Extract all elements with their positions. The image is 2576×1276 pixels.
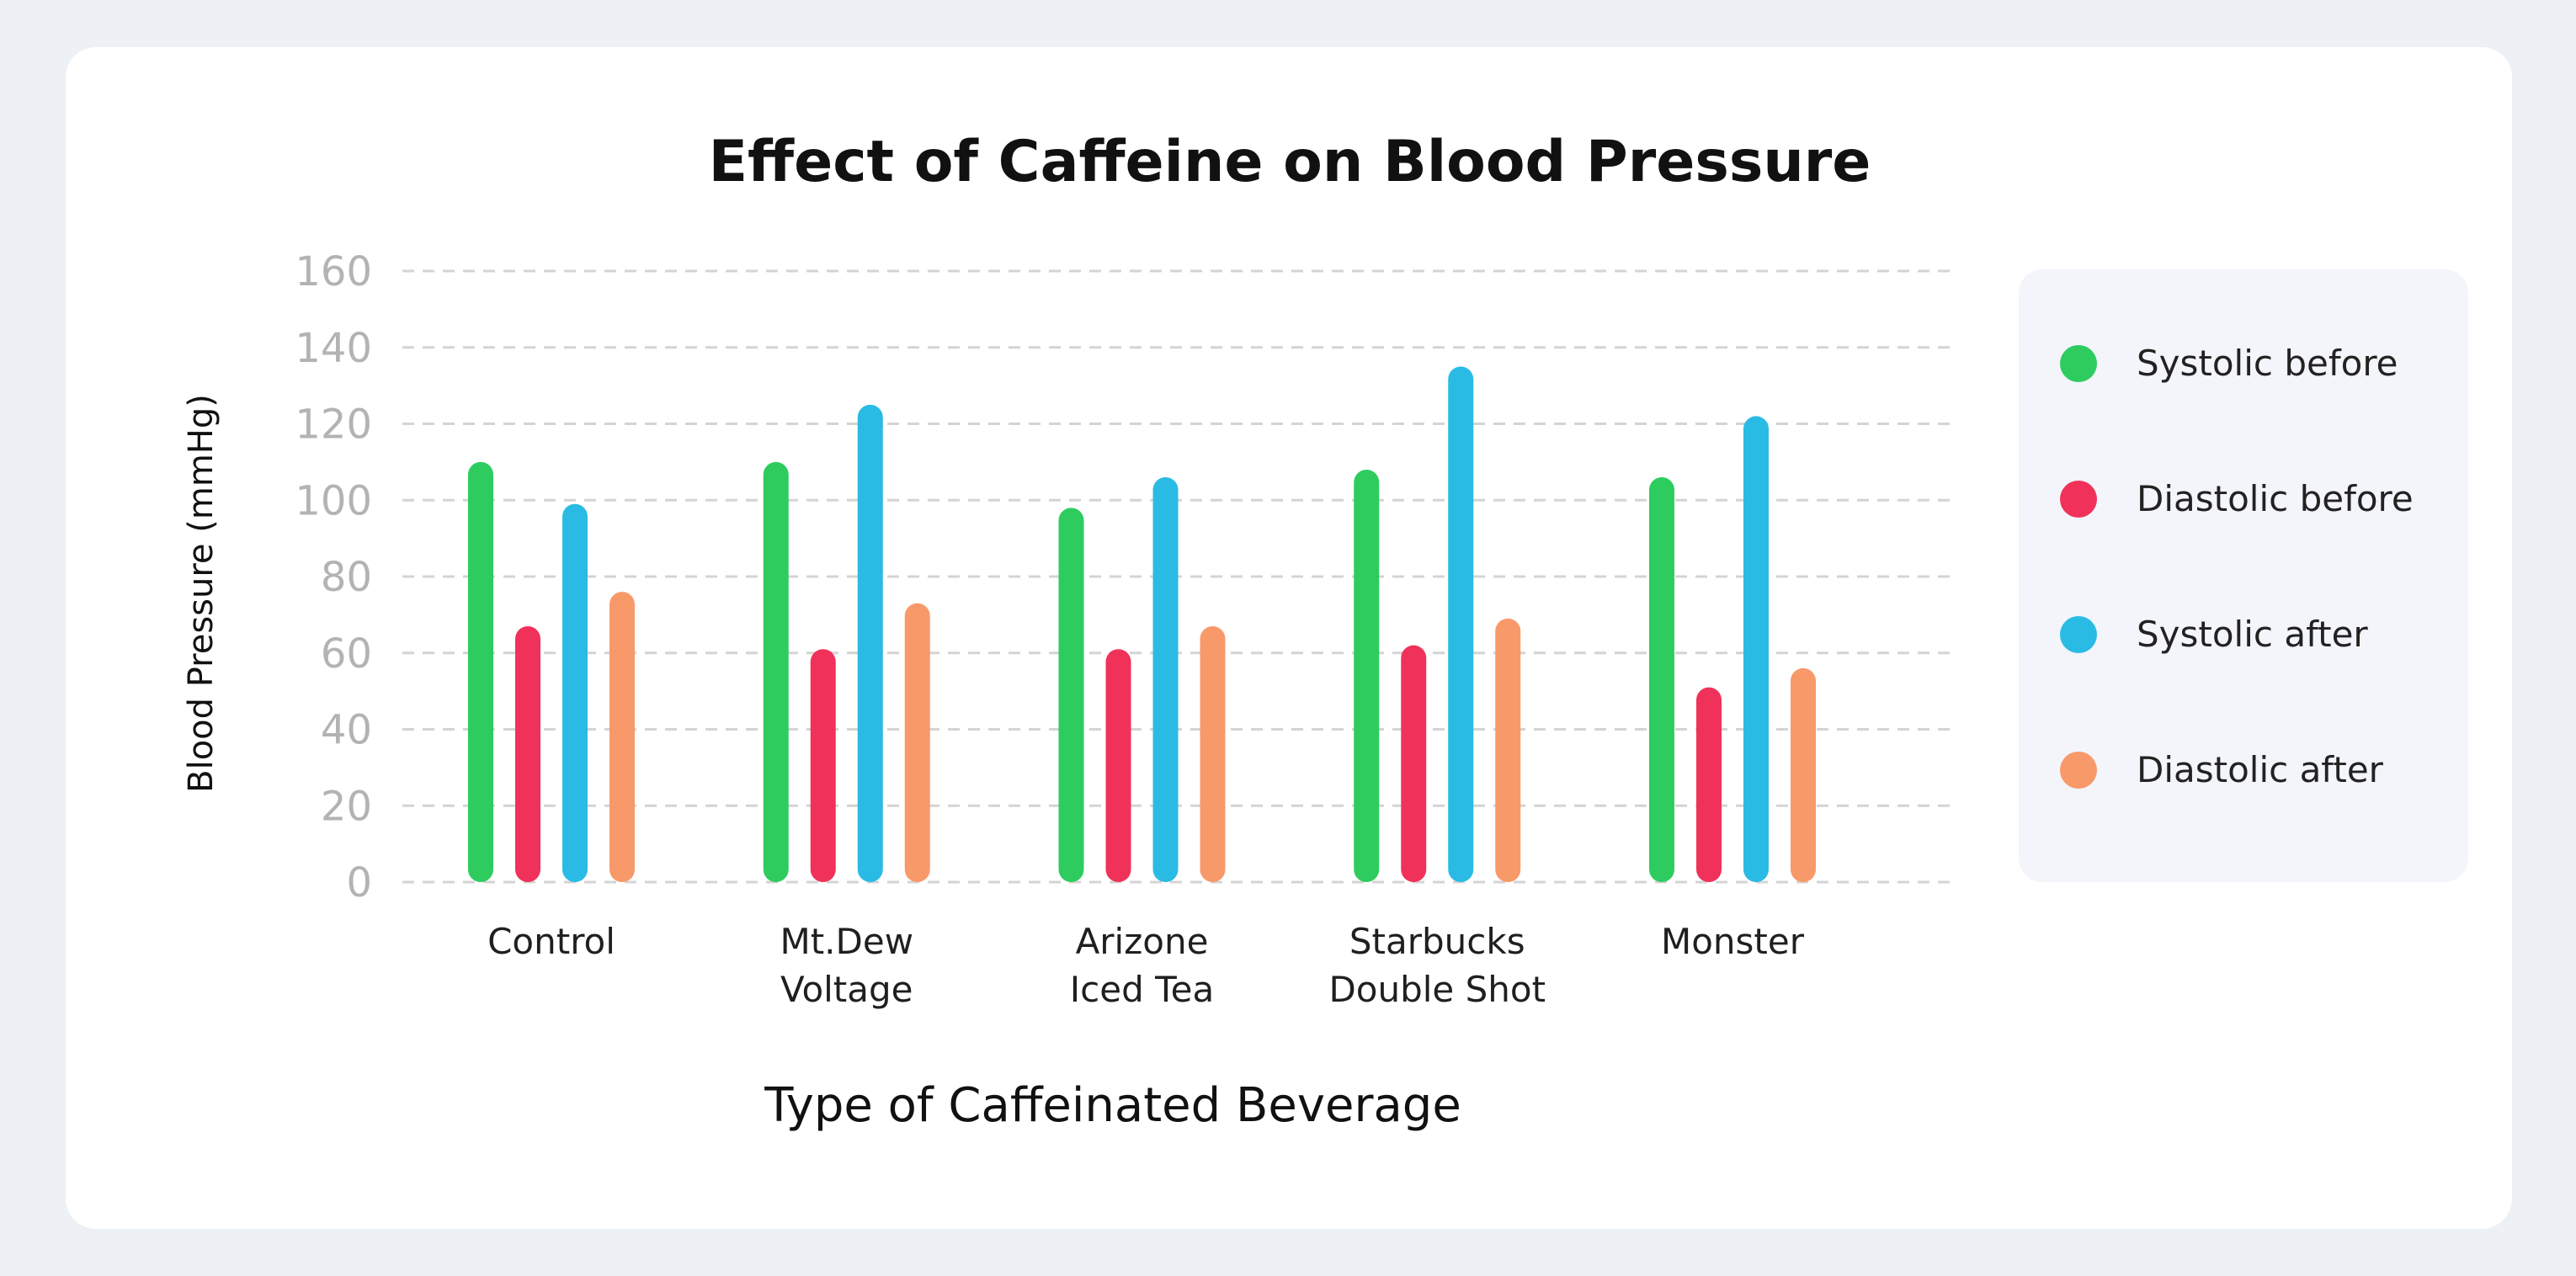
legend-swatch (2060, 481, 2097, 518)
y-tick-label: 40 (321, 707, 372, 754)
x-tick-label: Arizone (1076, 921, 1209, 962)
legend-label: Systolic after (2137, 614, 2368, 655)
y-tick-label: 60 (321, 630, 372, 678)
bar-diastolic-before (1105, 649, 1131, 882)
bar-systolic-after (1152, 477, 1179, 882)
bar-diastolic-after (609, 592, 635, 882)
x-tick-label: Iced Tea (1070, 969, 1214, 1010)
bar-diastolic-before (1401, 645, 1427, 882)
y-tick-label: 20 (321, 783, 372, 830)
bar-systolic-after (1743, 416, 1769, 882)
legend: Systolic before Diastolic before Systolic … (2060, 343, 2414, 790)
bar-systolic-before (1058, 508, 1084, 882)
x-axis-label: Type of Caffeinated Beverage (764, 1078, 1461, 1133)
bar-systolic-after (1448, 366, 1474, 882)
bar-diastolic-after (1791, 667, 1816, 882)
bar-systolic-before (468, 461, 493, 882)
legend-label: Diastolic before (2137, 478, 2414, 519)
bar-diastolic-before (515, 625, 540, 882)
bar-systolic-before (1649, 477, 1674, 882)
y-tick-label: 100 (295, 477, 372, 524)
y-tick-label: 160 (295, 248, 372, 295)
legend-box (2019, 269, 2468, 882)
bar-systolic-before (1354, 469, 1380, 882)
bar-diastolic-before (1696, 687, 1722, 882)
bar-diastolic-after (1495, 618, 1521, 882)
y-axis-ticks: 0 20 40 60 80 100 120 140 160 (295, 248, 372, 906)
legend-swatch (2060, 752, 2097, 789)
bar-systolic-after (857, 404, 883, 882)
chart-title: Effect of Caffeine on Blood Pressure (709, 129, 1871, 195)
legend-swatch (2060, 616, 2097, 653)
legend-label: Systolic before (2137, 343, 2398, 384)
y-axis-label: Blood Pressure (mmHg) (182, 394, 221, 793)
y-tick-label: 120 (295, 401, 372, 449)
bars (468, 366, 1816, 882)
legend-swatch (2060, 345, 2097, 382)
bar-diastolic-after (1200, 625, 1226, 882)
y-tick-label: 0 (346, 859, 372, 906)
bar-diastolic-after (904, 603, 930, 882)
x-tick-label: Mt.Dew (780, 921, 913, 962)
bar-diastolic-before (810, 649, 836, 882)
bar-systolic-after (562, 503, 588, 882)
x-tick-label: Double Shot (1328, 969, 1546, 1010)
y-tick-label: 140 (295, 325, 372, 372)
legend-label: Diastolic after (2137, 749, 2384, 790)
x-axis-ticks: Control Mt.Dew Voltage Arizone Iced Tea Starb… (487, 921, 1805, 1010)
x-tick-label: Monster (1661, 921, 1805, 962)
x-tick-label: Voltage (780, 969, 913, 1010)
x-tick-label: Control (487, 921, 615, 962)
bar-systolic-before (763, 461, 789, 882)
y-tick-label: 80 (321, 554, 372, 601)
x-tick-label: Starbucks (1349, 921, 1525, 962)
